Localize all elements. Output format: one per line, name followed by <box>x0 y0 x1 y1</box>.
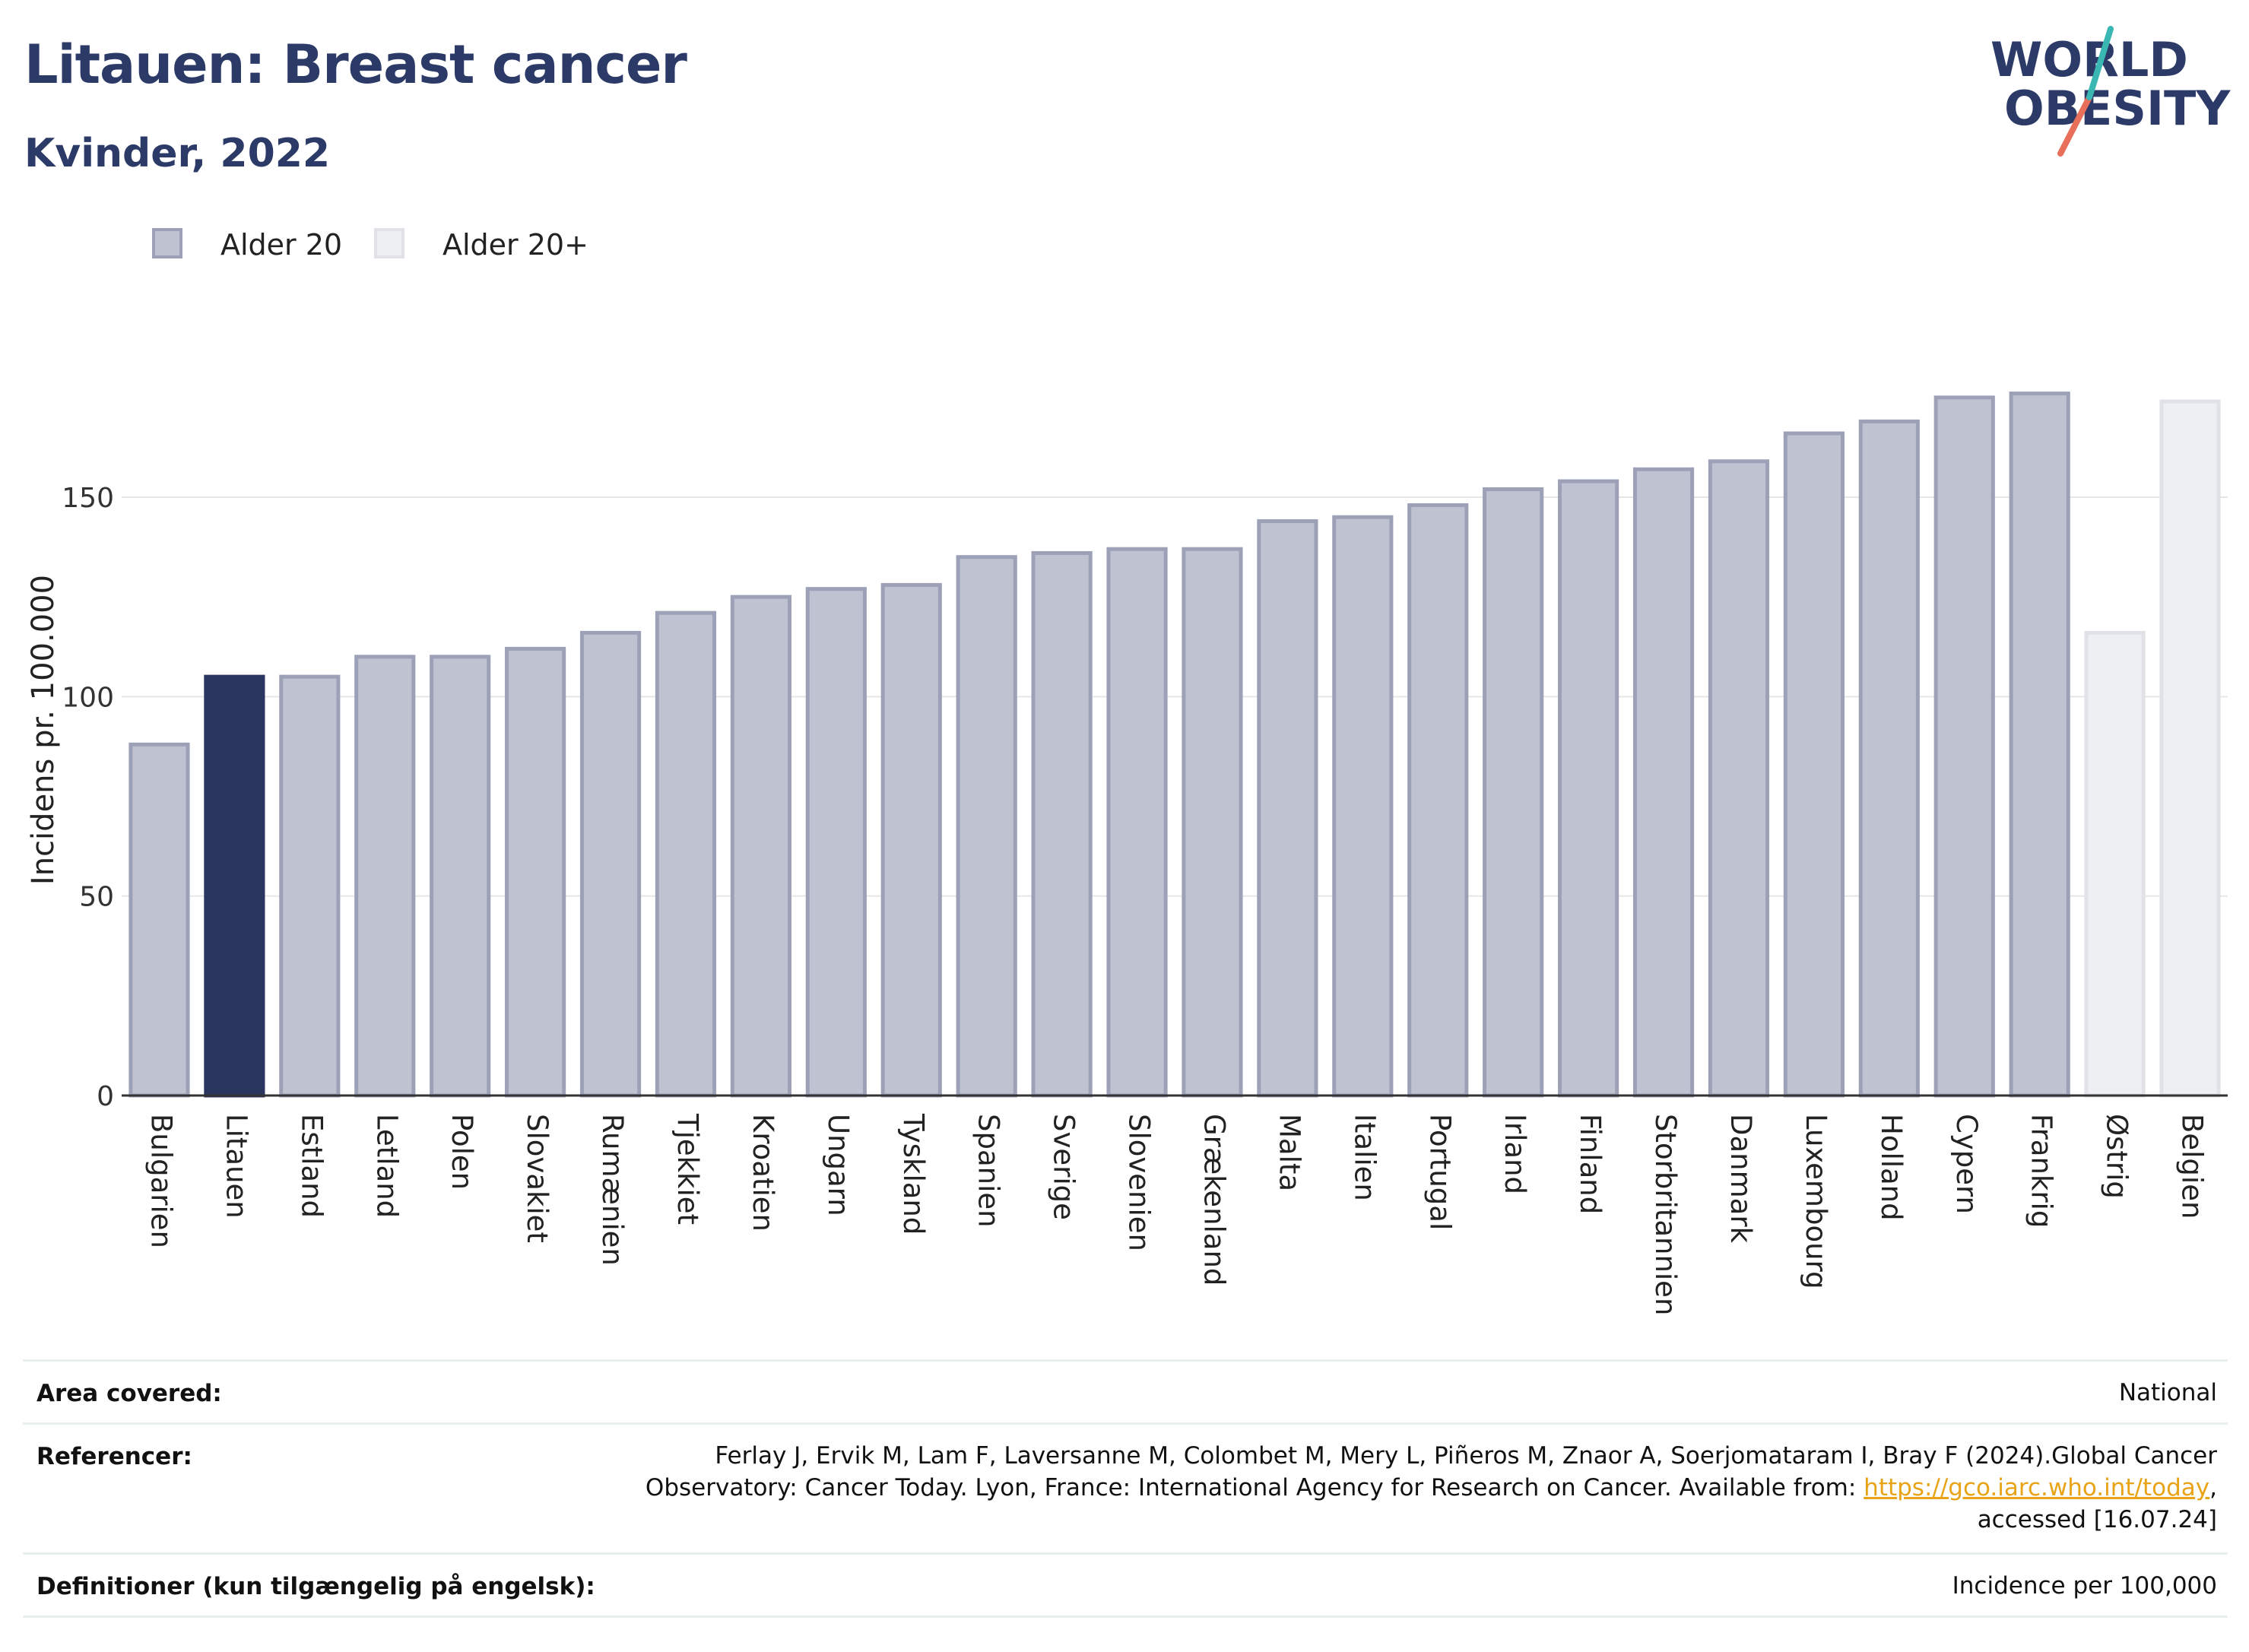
bar-litauen[interactable] <box>204 674 265 1098</box>
x-tick-label: Belgien <box>2176 1114 2209 1219</box>
area-covered-label: Area covered: <box>36 1380 222 1407</box>
x-tick-label: Kroatien <box>747 1114 779 1232</box>
x-tick-label: Danmark <box>1724 1114 1757 1244</box>
bar-cypern[interactable] <box>1933 395 1995 1098</box>
references-label: Referencer: <box>36 1443 192 1470</box>
bar-letland[interactable] <box>354 655 416 1098</box>
x-tick-label: Holland <box>1875 1114 1908 1221</box>
x-tick-label: Frankrig <box>2025 1114 2058 1228</box>
x-tick-label: Polen <box>446 1114 478 1190</box>
x-tick-label: Italien <box>1348 1114 1381 1201</box>
x-tick-label: Irland <box>1499 1114 1531 1194</box>
y-axis-title: Incidens pr. 100.000 <box>26 575 61 885</box>
reference-line-1: Ferlay J, Ervik M, Lam F, Laversanne M, … <box>715 1442 2217 1470</box>
page-subtitle: Kvinder, 2022 <box>24 131 331 176</box>
y-tick-label: 50 <box>79 882 114 913</box>
x-tick-label: Grækenland <box>1197 1114 1230 1286</box>
bar-portugal[interactable] <box>1407 503 1469 1098</box>
x-tick-label: Storbritannien <box>1649 1114 1682 1315</box>
footer-row-definitions: Definitioner (kun tilgængelig på engelsk… <box>23 1552 2228 1618</box>
bar-frankrig[interactable] <box>2009 392 2070 1098</box>
reference-link[interactable]: https://gco.iarc.who.int/today <box>1864 1474 2210 1501</box>
bar-irland[interactable] <box>1483 487 1544 1098</box>
bars <box>128 392 2221 1098</box>
x-tick-label: Tyskland <box>897 1113 930 1235</box>
bar-luxembourg[interactable] <box>1783 431 1845 1098</box>
x-tick-label: Østrig <box>2101 1114 2133 1199</box>
bar-ungarn[interactable] <box>805 587 867 1098</box>
bar-chart: 0 50 100 150 Bulgarien Litauen Estland Letland P… <box>26 392 2228 1315</box>
bar-grækenland[interactable] <box>1182 547 1243 1098</box>
x-tick-label: Estland <box>295 1114 328 1218</box>
legend-swatch-alder-20 <box>152 228 182 258</box>
definitions-label: Definitioner (kun tilgængelig på engelsk… <box>36 1573 595 1600</box>
logo-line-obesity: OBESITY <box>2004 81 2231 136</box>
references-value: Ferlay J, Ervik M, Lam F, Laversanne M, … <box>646 1440 2217 1536</box>
reference-line-2-text: Observatory: Cancer Today. Lyon, France:… <box>645 1474 1864 1501</box>
bar-slovakiet[interactable] <box>505 646 566 1098</box>
x-tick-label: Rumænien <box>596 1114 629 1266</box>
x-tick-label: Luxembourg <box>1800 1114 1832 1289</box>
bar-finland[interactable] <box>1558 479 1619 1098</box>
x-tick-label: Slovakiet <box>521 1114 554 1243</box>
world-obesity-logo: WORLD OBESITY <box>1990 26 2231 157</box>
bar-tyskland[interactable] <box>880 582 942 1098</box>
legend-label-alder-20: Alder 20 <box>220 228 343 262</box>
x-tick-label: Sverige <box>1048 1114 1080 1220</box>
bar-danmark[interactable] <box>1708 459 1770 1098</box>
footer-row-references: Referencer: Ferlay J, Ervik M, Lam F, La… <box>23 1422 2228 1552</box>
x-tick-label: Tjekkiet <box>671 1113 704 1225</box>
bar-belgien[interactable] <box>2159 399 2221 1098</box>
bar-holland[interactable] <box>1858 419 1920 1098</box>
x-tick-label: Finland <box>1574 1114 1607 1214</box>
bar-rumænien[interactable] <box>579 630 642 1098</box>
reference-line-2-end: , <box>2209 1474 2217 1501</box>
legend-swatch-alder-20-plus <box>374 228 404 258</box>
bar-malta[interactable] <box>1257 518 1318 1098</box>
bar-polen[interactable] <box>430 655 491 1098</box>
x-tick-label: Letland <box>370 1114 403 1218</box>
area-covered-value: National <box>2118 1379 2217 1406</box>
labels: 0 50 100 150 Bulgarien Litauen Estland Letland P… <box>26 483 2209 1315</box>
y-tick-label: 100 <box>62 682 114 713</box>
page-title: Litauen: Breast cancer <box>24 33 687 96</box>
x-tick-label: Litauen <box>220 1114 252 1219</box>
bar-kroatien[interactable] <box>730 595 791 1098</box>
definitions-value: Incidence per 100,000 <box>1952 1572 2217 1600</box>
x-tick-label: Ungarn <box>822 1114 855 1216</box>
x-tick-label: Bulgarien <box>144 1114 177 1248</box>
y-tick-label: 0 <box>97 1081 114 1112</box>
bar-tjekkiet[interactable] <box>655 610 717 1098</box>
x-tick-label: Cypern <box>1950 1114 1983 1214</box>
bar-bulgarien[interactable] <box>128 742 190 1098</box>
x-tick-label: Spanien <box>972 1114 1005 1228</box>
legend-label-alder-20-plus: Alder 20+ <box>443 228 588 262</box>
y-tick-label: 150 <box>62 483 114 514</box>
bar-spanien[interactable] <box>956 555 1017 1098</box>
reference-line-2: Observatory: Cancer Today. Lyon, France:… <box>646 1472 2217 1504</box>
x-tick-label: Portugal <box>1423 1114 1456 1230</box>
reference-line-3: accessed [16.07.24] <box>1977 1506 2217 1533</box>
bar-storbritannien[interactable] <box>1632 467 1695 1098</box>
x-tick-label: Slovenien <box>1123 1114 1156 1251</box>
bar-slovenien[interactable] <box>1106 547 1168 1098</box>
chart-footer: Area covered: National Referencer: Ferla… <box>23 1359 2228 1618</box>
x-tick-label: Malta <box>1273 1114 1305 1191</box>
bar-sverige[interactable] <box>1031 550 1093 1098</box>
footer-row-area: Area covered: National <box>23 1359 2228 1422</box>
bar-estland[interactable] <box>279 674 341 1098</box>
bar-østrig[interactable] <box>2084 630 2146 1098</box>
logo-line-world: WORLD <box>1990 32 2188 87</box>
bar-italien[interactable] <box>1332 515 1394 1098</box>
